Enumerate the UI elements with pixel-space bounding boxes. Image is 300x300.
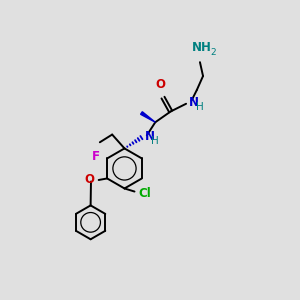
Text: N: N (145, 130, 155, 143)
Text: O: O (155, 78, 165, 92)
Text: H: H (196, 102, 204, 112)
Text: O: O (85, 173, 95, 186)
Text: H: H (152, 136, 159, 146)
Text: F: F (92, 150, 100, 164)
Polygon shape (141, 112, 155, 122)
Text: N: N (189, 96, 199, 109)
Text: Cl: Cl (138, 187, 151, 200)
Text: NH: NH (192, 41, 212, 55)
Text: 2: 2 (211, 48, 216, 57)
